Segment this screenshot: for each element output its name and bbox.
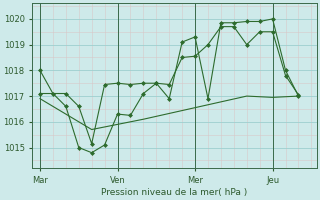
X-axis label: Pression niveau de la mer( hPa ): Pression niveau de la mer( hPa ) [101,188,247,197]
